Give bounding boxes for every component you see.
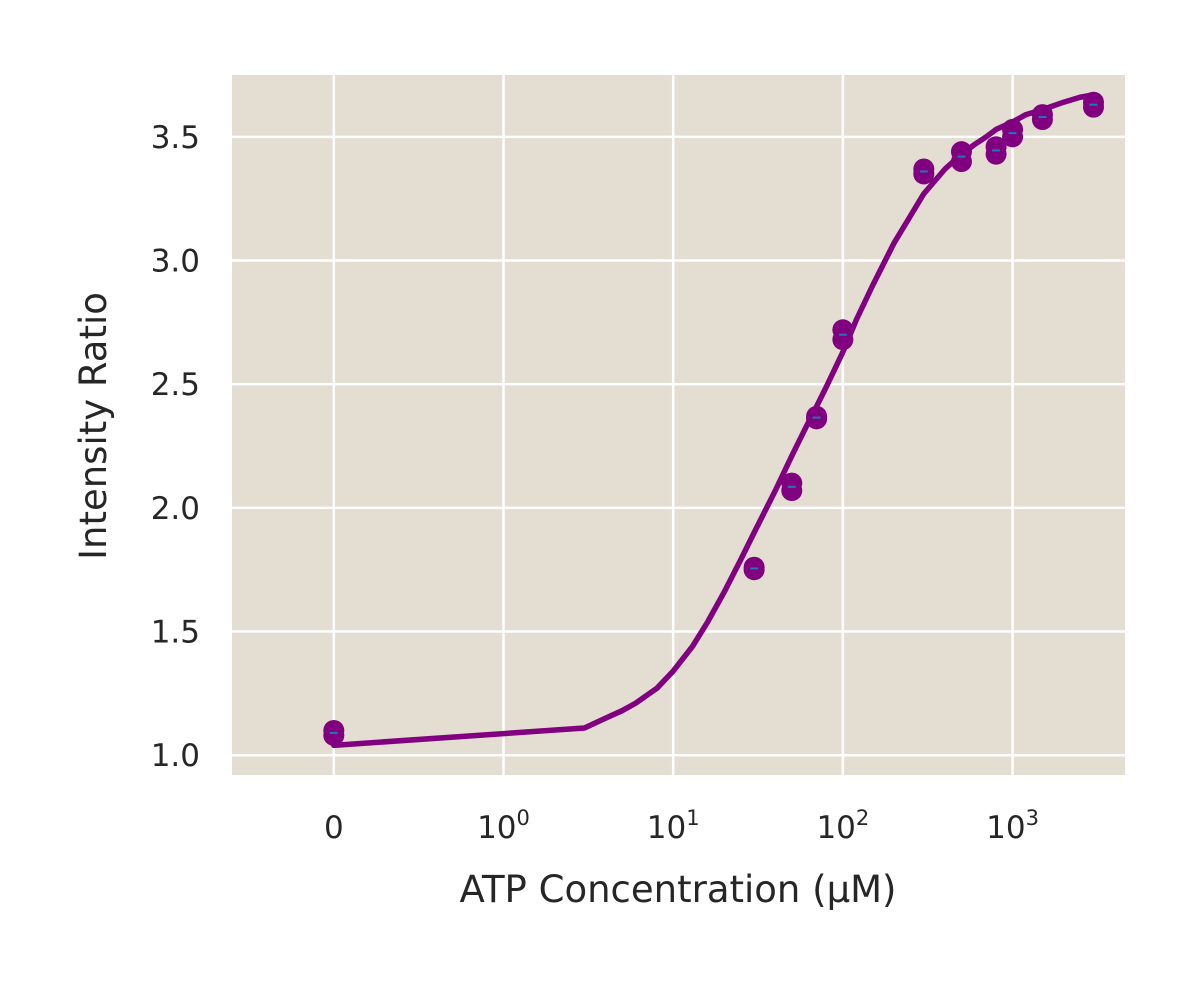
data-point	[832, 319, 854, 341]
x-tick-label: 101	[647, 806, 700, 846]
data-point	[743, 556, 765, 578]
data-point	[1002, 118, 1024, 140]
y-tick-label: 3.0	[151, 244, 200, 280]
data-points-layer	[323, 91, 1105, 746]
y-tick-label: 1.0	[151, 738, 200, 774]
x-tick-label: 103	[986, 806, 1039, 846]
data-point	[1031, 104, 1053, 126]
data-point	[806, 405, 828, 427]
y-axis-label: Intensity Ratio	[72, 292, 115, 560]
x-axis-label: ATP Concentration (μM)	[460, 868, 897, 911]
x-tick-label: 102	[816, 806, 869, 846]
plot-background	[232, 75, 1125, 775]
y-tick-labels: 1.0 1.5 2.0 2.5 3.0 3.5	[151, 120, 200, 774]
data-point	[985, 136, 1007, 158]
data-point	[913, 158, 935, 180]
x-tick-label: 0	[324, 810, 344, 846]
y-tick-label: 2.5	[151, 367, 200, 403]
x-tick-labels: 0 100 101 102 103	[324, 806, 1039, 846]
x-tick-label: 100	[477, 806, 530, 846]
gridlines	[232, 75, 1125, 775]
data-point	[1083, 91, 1105, 113]
data-point	[781, 472, 803, 494]
data-point	[950, 141, 972, 163]
y-tick-label: 2.0	[151, 491, 200, 527]
y-tick-label: 3.5	[151, 120, 200, 156]
data-point	[323, 719, 345, 741]
y-tick-label: 1.5	[151, 615, 200, 651]
